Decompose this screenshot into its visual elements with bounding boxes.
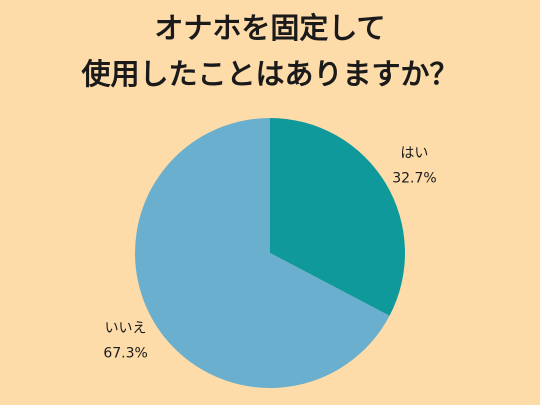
pie-slice	[135, 117, 390, 388]
pie-slice	[270, 118, 406, 316]
value-label: 67.3%	[103, 345, 147, 361]
slice-label: はい	[400, 146, 428, 162]
slice-label: いいえ	[105, 320, 147, 336]
chart-title: オナホを固定して	[154, 11, 385, 45]
value-label: 32.7%	[392, 171, 436, 187]
chart-title: 使用したことはありますか？	[80, 57, 458, 91]
